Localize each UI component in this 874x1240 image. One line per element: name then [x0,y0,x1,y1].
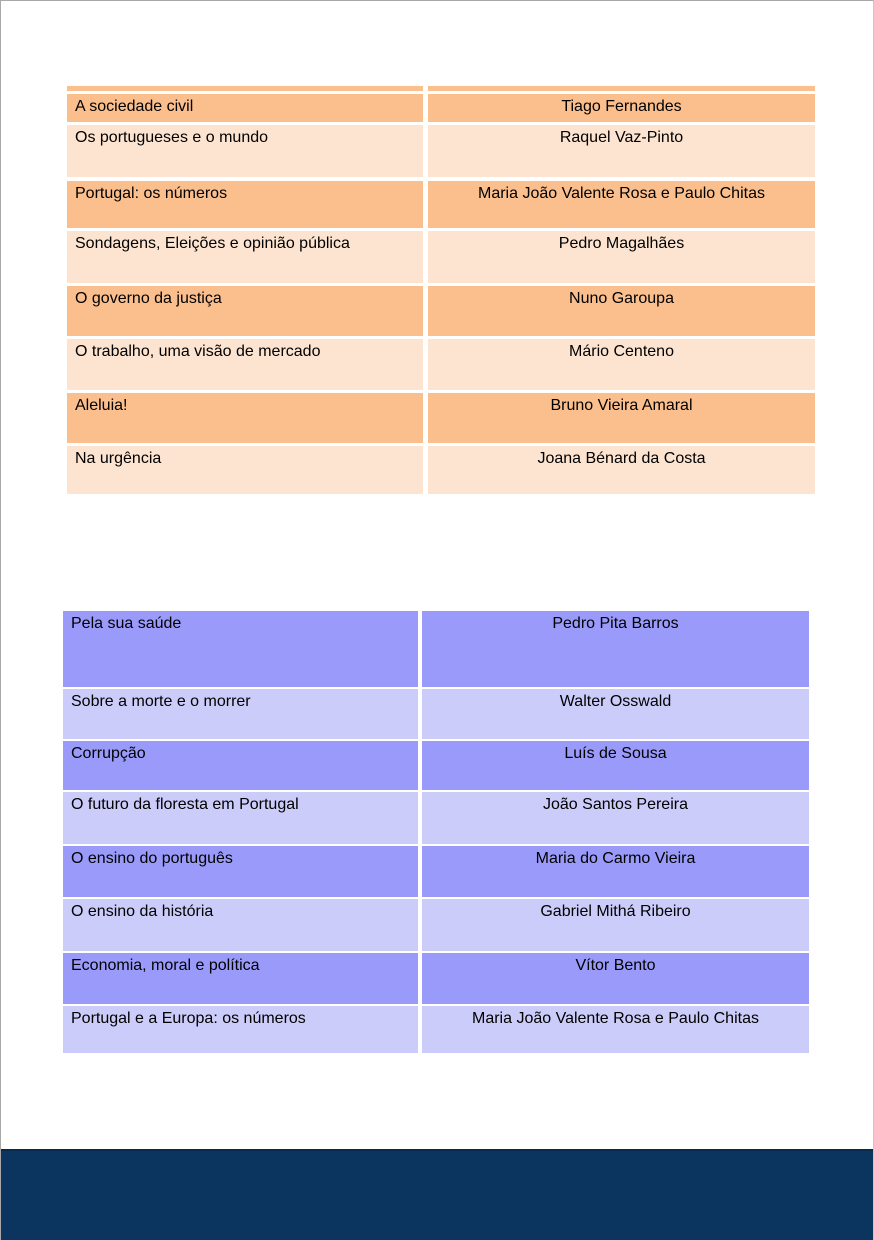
chapter-title: Na urgência [67,446,423,494]
chapter-title: Portugal e a Europa: os números [63,1006,418,1053]
chapter-author: Raquel Vaz-Pinto [428,125,815,177]
chapter-author: Pedro Pita Barros [422,611,809,687]
chapter-title: O futuro da floresta em Portugal [63,792,418,844]
chapter-title: Portugal: os números [67,181,423,228]
chapter-author: Gabriel Mithá Ribeiro [422,899,809,951]
partial-cell [67,86,423,91]
chapter-title: Corrupção [63,741,418,790]
contents-table-purple: Pela sua saúde Pedro Pita Barros Sobre a… [63,611,809,1055]
chapter-title: O governo da justiça [67,286,423,336]
chapter-author: Mário Centeno [428,339,815,390]
table-row: O ensino do português Maria do Carmo Vie… [63,846,809,897]
table-partial-row [67,86,815,91]
table-row: Aleluia! Bruno Vieira Amaral [67,393,815,443]
chapter-title: Economia, moral e política [63,953,418,1004]
chapter-title: O trabalho, uma visão de mercado [67,339,423,390]
table-row: Portugal: os números Maria João Valente … [67,181,815,228]
contents-table-orange: A sociedade civil Tiago Fernandes Os por… [67,86,815,497]
table-row: O futuro da floresta em Portugal João Sa… [63,792,809,844]
table-row: A sociedade civil Tiago Fernandes [67,94,815,122]
footer-band [1,1149,873,1240]
chapter-author: Luís de Sousa [422,741,809,790]
chapter-author: Walter Osswald [422,689,809,739]
chapter-author: Maria do Carmo Vieira [422,846,809,897]
chapter-title: Os portugueses e o mundo [67,125,423,177]
chapter-title: Aleluia! [67,393,423,443]
table-row: Na urgência Joana Bénard da Costa [67,446,815,494]
chapter-author: Maria João Valente Rosa e Paulo Chitas [422,1006,809,1053]
table-row: Portugal e a Europa: os números Maria Jo… [63,1006,809,1053]
chapter-author: Bruno Vieira Amaral [428,393,815,443]
table-row: O trabalho, uma visão de mercado Mário C… [67,339,815,390]
chapter-author: Maria João Valente Rosa e Paulo Chitas [428,181,815,228]
chapter-author: Vítor Bento [422,953,809,1004]
table-row: Economia, moral e política Vítor Bento [63,953,809,1004]
chapter-author: Pedro Magalhães [428,231,815,283]
chapter-author: Joana Bénard da Costa [428,446,815,494]
chapter-title: Sobre a morte e o morrer [63,689,418,739]
table-row: Os portugueses e o mundo Raquel Vaz-Pint… [67,125,815,177]
table-row: O ensino da história Gabriel Mithá Ribei… [63,899,809,951]
chapter-author: Nuno Garoupa [428,286,815,336]
chapter-title: O ensino da história [63,899,418,951]
chapter-title: Pela sua saúde [63,611,418,687]
chapter-title: Sondagens, Eleições e opinião pública [67,231,423,283]
chapter-title: O ensino do português [63,846,418,897]
partial-cell [428,86,815,91]
table-row: O governo da justiça Nuno Garoupa [67,286,815,336]
chapter-title: A sociedade civil [67,94,423,122]
table-row: Pela sua saúde Pedro Pita Barros [63,611,809,687]
chapter-author: Tiago Fernandes [428,94,815,122]
table-row: Corrupção Luís de Sousa [63,741,809,790]
chapter-author: João Santos Pereira [422,792,809,844]
table-row: Sondagens, Eleições e opinião pública Pe… [67,231,815,283]
table-row: Sobre a morte e o morrer Walter Osswald [63,689,809,739]
